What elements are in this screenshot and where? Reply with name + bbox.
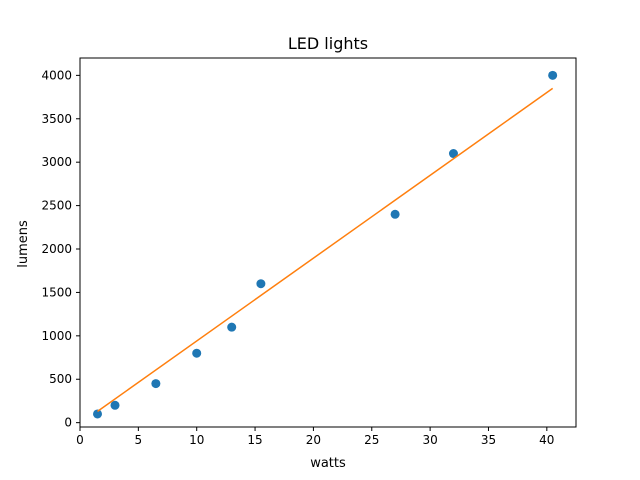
y-tick-label: 2500 [41,199,72,213]
y-axis-label: lumens [16,220,31,268]
plot-area [93,70,558,419]
y-tick-label: 2000 [41,242,72,256]
data-point [151,379,161,389]
x-tick-label: 5 [135,433,143,447]
x-tick-label: 30 [422,433,437,447]
data-point [548,70,558,80]
x-axis-label: watts [310,456,346,471]
y-tick-label: 1500 [41,285,72,299]
axes-frame [79,57,577,428]
x-tick-label: 40 [539,433,554,447]
x-tick-label: 0 [76,433,84,447]
y-tick-label: 1000 [41,329,72,343]
x-tick-label: 35 [481,433,496,447]
y-tick-label: 3500 [41,112,72,126]
data-point [192,348,202,358]
y-tick-label: 0 [64,416,72,430]
data-point [227,322,237,332]
data-point [93,409,103,419]
fit-line [97,87,554,412]
x-tick-label: 20 [306,433,321,447]
data-point [448,149,458,159]
data-point [256,279,266,289]
chart-title: LED lights [288,34,368,53]
data-point [390,209,400,219]
y-tick-label: 3000 [41,155,72,169]
y-tick-label: 500 [49,372,72,386]
axes: 0 5 10 15 20 25 30 35 40 0 500 1000 1500 2000 2500 3000… [41,57,577,447]
x-tick-label: 25 [364,433,379,447]
y-tick-label: 4000 [41,68,72,82]
x-tick-label: 10 [189,433,204,447]
x-tick-label: 15 [247,433,262,447]
data-point [110,400,120,410]
